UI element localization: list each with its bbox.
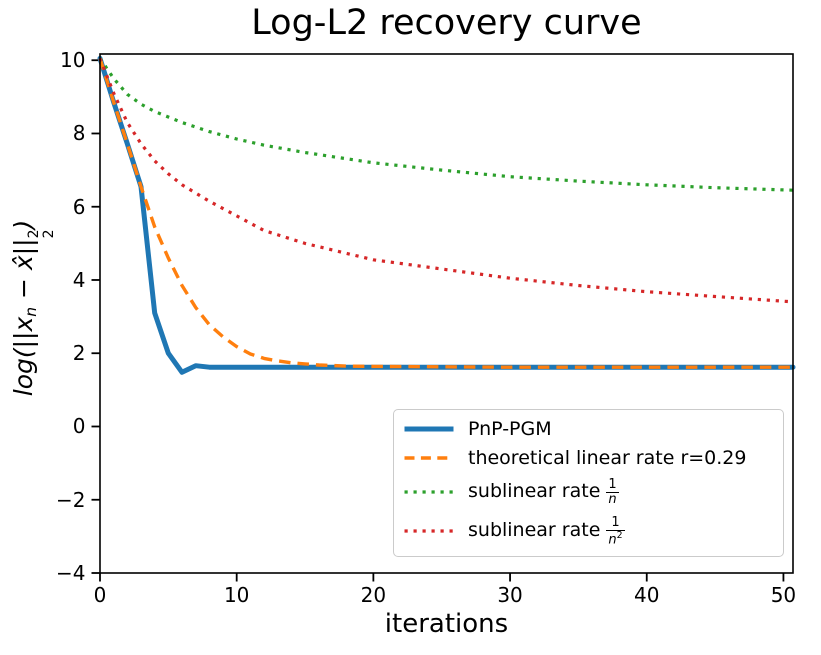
x-tick-label: 0 (93, 583, 107, 607)
legend-item: PnP-PGM (403, 419, 775, 440)
y-tick-label: 2 (72, 341, 86, 366)
legend-item-label: sublinear rate 1 n2 (468, 514, 625, 548)
legend-item: sublinear rate 1 n (403, 477, 775, 507)
x-tick-label: 50 (770, 583, 797, 607)
legend-swatch-icon (404, 529, 454, 533)
chart-title: Log-L2 recovery curve (251, 3, 642, 43)
legend-item-label: theoretical linear rate r=0.29 (468, 446, 747, 469)
x-tick-label: 20 (360, 583, 387, 607)
x-tick-label: 40 (634, 583, 660, 607)
legend-item: sublinear rate 1 n2 (403, 515, 775, 547)
x-tick-label: 30 (497, 583, 523, 607)
y-tick-label: 6 (72, 194, 86, 219)
y-tick-label: 4 (72, 267, 86, 292)
legend-item: theoretical linear rate r=0.29 (403, 446, 775, 469)
axis-ticks (91, 59, 785, 582)
y-tick-label: 0 (72, 414, 86, 439)
y-tick-label: −2 (56, 487, 86, 512)
legend-item-label: PnP-PGM (468, 417, 552, 440)
x-tick-label: 10 (223, 583, 250, 607)
y-tick-label: 8 (72, 121, 86, 146)
legend-swatch-icon (404, 490, 454, 494)
series-line-theoretical-linear-rate-r-0-29 (98, 57, 793, 369)
fraction: 1 n2 (606, 514, 625, 548)
series-line-sublinear-rate-1-n (98, 57, 794, 192)
series-line-pnp-pgm (97, 55, 796, 375)
y-tick-label: 10 (60, 48, 86, 73)
y-axis-label: log(||xn − x̂|| 2 2) (9, 219, 58, 397)
legend-item-label: sublinear rate 1 n (468, 476, 619, 508)
legend: PnP-PGM theoretical linear rate r=0.29 sub… (393, 409, 784, 557)
series-lines (97, 55, 796, 375)
x-axis-label: iterations (384, 609, 509, 639)
y-tick-label: −4 (56, 561, 86, 585)
legend-swatch-icon (404, 456, 454, 460)
plot-frame (99, 53, 794, 574)
legend-swatch-icon (404, 426, 454, 432)
series-line-sublinear-rate-1-n-2 (98, 57, 794, 304)
